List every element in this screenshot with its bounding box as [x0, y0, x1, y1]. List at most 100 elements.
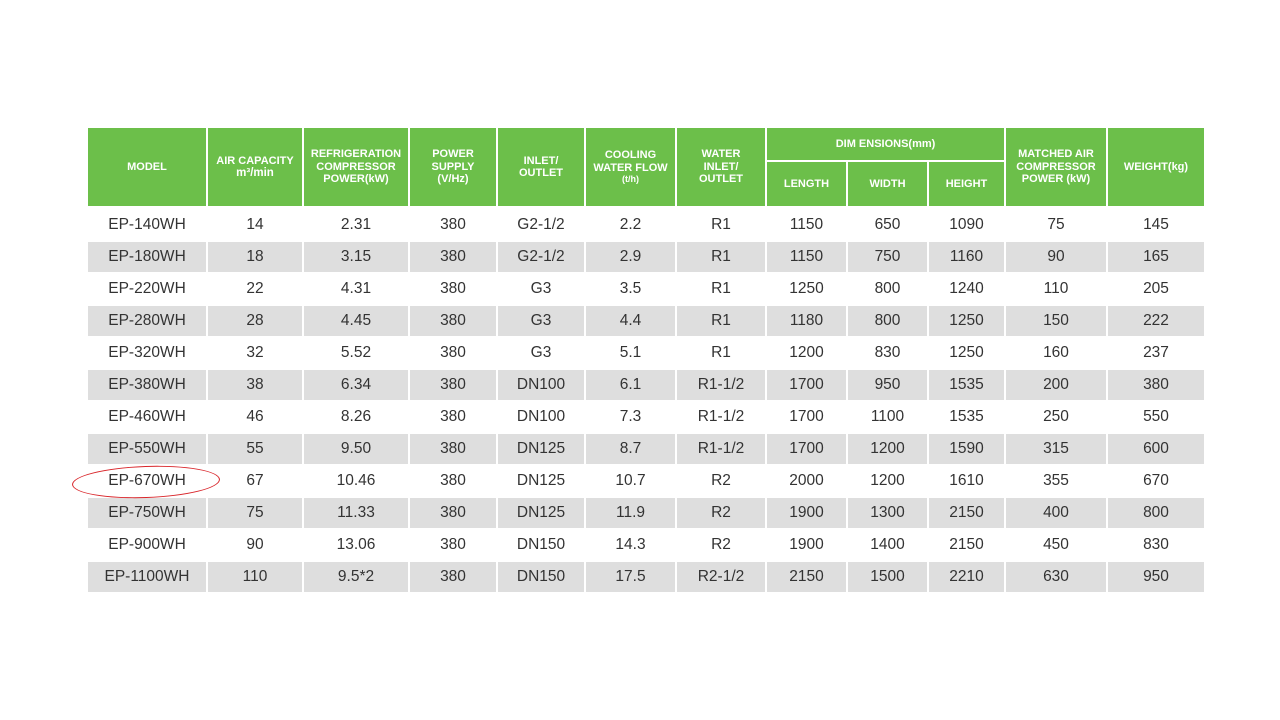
cell-weight: 205: [1108, 274, 1204, 304]
cell-weight: 600: [1108, 434, 1204, 464]
cell-matched-air-compressor-power: 200: [1006, 370, 1106, 400]
header-weight-label: WEIGHT(kg): [1123, 160, 1189, 173]
cell-matched-air-compressor-power: 150: [1006, 306, 1106, 336]
cell-cooling-water-flow: 3.5: [586, 274, 675, 304]
header-length-label: LENGTH: [783, 177, 830, 190]
spec-table: MODEL AIR CAPACITY m³/min REFRIGERATION …: [88, 128, 1204, 592]
header-cooling-water-flow: COOLING WATER FLOW (t/h): [586, 128, 675, 206]
cell-height: 1160: [929, 242, 1004, 272]
header-inlet-outlet-line2: OUTLET: [519, 167, 563, 179]
cell-power-supply: 380: [410, 306, 496, 336]
header-dimensions: DIM ENSIONS(mm): [767, 128, 1004, 160]
table-row: EP-550WH 55 9.50 380 DN125 8.7 R1-1/2 1700 1200 1…: [88, 434, 1204, 464]
cell-inlet-outlet: DN100: [498, 402, 584, 432]
cell-inlet-outlet: DN125: [498, 434, 584, 464]
header-cooling-water-flow-line1: COOLING: [604, 149, 657, 161]
cell-weight: 830: [1108, 530, 1204, 560]
header-water-inlet-outlet-line3: OUTLET: [699, 173, 743, 186]
cell-water-inlet-outlet: R1: [677, 242, 765, 272]
cell-matched-air-compressor-power: 315: [1006, 434, 1106, 464]
cell-compressor-power: 2.31: [304, 210, 408, 240]
cell-compressor-power: 4.31: [304, 274, 408, 304]
cell-cooling-water-flow: 6.1: [586, 370, 675, 400]
cell-power-supply: 380: [410, 338, 496, 368]
header-inlet-outlet-line1: INLET/: [523, 154, 559, 167]
cell-width: 800: [848, 274, 927, 304]
cell-inlet-outlet: G3: [498, 306, 584, 336]
cell-inlet-outlet: DN150: [498, 530, 584, 560]
header-power-supply-line3: (V/Hz): [437, 173, 469, 186]
cell-inlet-outlet: DN125: [498, 498, 584, 528]
cell-matched-air-compressor-power: 450: [1006, 530, 1106, 560]
cell-cooling-water-flow: 17.5: [586, 562, 675, 592]
header-air-capacity-label: AIR CAPACITY: [216, 154, 294, 167]
header-matched-air-compressor-line2: COMPRESSOR: [1016, 160, 1096, 173]
cell-length: 1900: [767, 498, 846, 528]
cell-air-capacity: 46: [208, 402, 302, 432]
cell-height: 1250: [929, 338, 1004, 368]
table-row: EP-900WH 90 13.06 380 DN150 14.3 R2 1900 1400 215…: [88, 530, 1204, 560]
cell-model: EP-550WH: [88, 434, 206, 464]
header-matched-air-compressor-line3: POWER (kW): [1021, 173, 1091, 186]
cell-height: 2150: [929, 530, 1004, 560]
header-water-inlet-outlet: WATER INLET/ OUTLET: [677, 128, 765, 206]
table-body: EP-140WH 14 2.31 380 G2-1/2 2.2 R1 1150 650 1090 7…: [88, 210, 1204, 592]
cell-compressor-power: 3.15: [304, 242, 408, 272]
cell-length: 1700: [767, 434, 846, 464]
cell-power-supply: 380: [410, 530, 496, 560]
table-row: EP-320WH 32 5.52 380 G3 5.1 R1 1200 830 1250 160 23…: [88, 338, 1204, 368]
cell-cooling-water-flow: 10.7: [586, 466, 675, 496]
cell-water-inlet-outlet: R1: [677, 274, 765, 304]
cell-length: 1700: [767, 370, 846, 400]
cell-matched-air-compressor-power: 75: [1006, 210, 1106, 240]
cell-height: 1240: [929, 274, 1004, 304]
cell-width: 1300: [848, 498, 927, 528]
cell-air-capacity: 38: [208, 370, 302, 400]
cell-model: EP-670WH: [88, 466, 206, 496]
cell-power-supply: 380: [410, 498, 496, 528]
cell-inlet-outlet: G3: [498, 338, 584, 368]
header-length: LENGTH: [767, 162, 846, 206]
cell-compressor-power: 13.06: [304, 530, 408, 560]
cell-matched-air-compressor-power: 630: [1006, 562, 1106, 592]
header-matched-air-compressor-line1: MATCHED AIR: [1018, 148, 1094, 161]
cell-water-inlet-outlet: R1: [677, 210, 765, 240]
header-weight: WEIGHT(kg): [1108, 128, 1204, 206]
cell-power-supply: 380: [410, 274, 496, 304]
cell-width: 800: [848, 306, 927, 336]
header-model: MODEL: [88, 128, 206, 206]
cell-length: 1200: [767, 338, 846, 368]
cell-height: 1535: [929, 370, 1004, 400]
cell-air-capacity: 90: [208, 530, 302, 560]
header-width: WIDTH: [848, 162, 927, 206]
header-height: HEIGHT: [929, 162, 1004, 206]
cell-model: EP-280WH: [88, 306, 206, 336]
table-row: EP-460WH 46 8.26 380 DN100 7.3 R1-1/2 1700 1100 1…: [88, 402, 1204, 432]
cell-inlet-outlet: DN100: [498, 370, 584, 400]
table-row: EP-1100WH 110 9.5*2 380 DN150 17.5 R2-1/2 2150 1…: [88, 562, 1204, 592]
table-row: EP-280WH 28 4.45 380 G3 4.4 R1 1180 800 1250 150 22…: [88, 306, 1204, 336]
cell-weight: 670: [1108, 466, 1204, 496]
cell-height: 1590: [929, 434, 1004, 464]
cell-matched-air-compressor-power: 250: [1006, 402, 1106, 432]
cell-compressor-power: 10.46: [304, 466, 408, 496]
cell-width: 950: [848, 370, 927, 400]
cell-weight: 237: [1108, 338, 1204, 368]
cell-width: 1200: [848, 434, 927, 464]
cell-height: 1610: [929, 466, 1004, 496]
cell-model: EP-320WH: [88, 338, 206, 368]
header-compressor-power-line3: POWER(kW): [323, 173, 389, 186]
cell-model: EP-140WH: [88, 210, 206, 240]
cell-compressor-power: 9.50: [304, 434, 408, 464]
header-width-label: WIDTH: [869, 177, 906, 190]
cell-matched-air-compressor-power: 400: [1006, 498, 1106, 528]
cell-weight: 145: [1108, 210, 1204, 240]
cell-inlet-outlet: DN150: [498, 562, 584, 592]
cell-inlet-outlet: DN125: [498, 466, 584, 496]
cell-height: 1535: [929, 402, 1004, 432]
cell-matched-air-compressor-power: 355: [1006, 466, 1106, 496]
cell-width: 1400: [848, 530, 927, 560]
cell-length: 2000: [767, 466, 846, 496]
table-row: EP-670WH 67 10.46 380 DN125 10.7 R2 2000 1200 161…: [88, 466, 1204, 496]
cell-compressor-power: 8.26: [304, 402, 408, 432]
